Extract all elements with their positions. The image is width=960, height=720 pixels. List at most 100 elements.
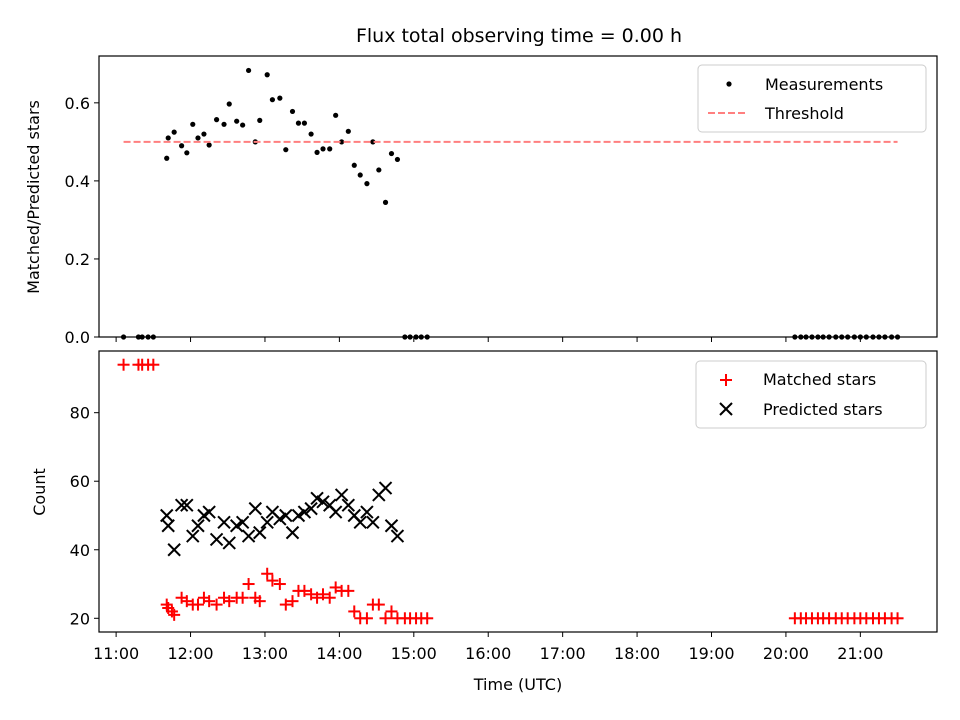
measurement-point xyxy=(320,146,326,152)
ratio-axes-frame xyxy=(98,55,938,338)
measurement-point xyxy=(195,135,201,141)
measurement-point xyxy=(308,131,314,137)
count-x-tick-label: 15:00 xyxy=(391,644,437,663)
measurement-point xyxy=(388,150,395,157)
count-y-axis-label: Count xyxy=(30,468,49,516)
measurement-point xyxy=(240,122,246,128)
matched-star-point xyxy=(253,595,266,608)
measurement-point xyxy=(351,162,357,168)
ratio-y-ticks: 0.0 0.2 0.4 0.6 xyxy=(65,94,99,347)
measurement-point xyxy=(289,108,296,115)
predicted-star-point xyxy=(297,505,312,519)
matched-star-point xyxy=(210,598,223,611)
measurement-point xyxy=(184,150,190,156)
matched-star-point xyxy=(223,595,236,608)
matched-star-point xyxy=(203,595,216,608)
count-y-tick-label: 60 xyxy=(70,472,90,491)
measurement-point xyxy=(269,97,276,103)
legend-label-matched: Matched stars xyxy=(763,370,876,389)
matched-star-point xyxy=(421,612,434,625)
count-y-tick-label: 20 xyxy=(70,609,90,628)
measurement-point xyxy=(165,135,171,141)
predicted-star-point xyxy=(378,481,393,495)
count-x-tick-label: 13:00 xyxy=(242,644,288,663)
measurement-point xyxy=(345,128,351,134)
measurement-point xyxy=(245,67,252,74)
predicted-star-point xyxy=(390,529,405,543)
measurement-point xyxy=(283,147,289,153)
measurement-point xyxy=(314,149,320,155)
measurement-point xyxy=(264,72,270,78)
predicted-star-point xyxy=(161,519,175,533)
chart-title: Flux total observing time = 0.00 h xyxy=(356,25,682,47)
matched-star-point xyxy=(379,612,392,625)
matched-stars-points xyxy=(117,358,904,625)
measurement-point xyxy=(201,131,207,137)
ratio-y-tick-label: 0.6 xyxy=(65,94,90,113)
matched-star-point xyxy=(273,578,286,591)
measurement-point xyxy=(370,139,376,145)
legend-label-measurements: Measurements xyxy=(765,75,883,94)
count-x-tick-label: 14:00 xyxy=(316,644,362,663)
ratio-y-tick-label: 0.2 xyxy=(65,250,90,269)
measurement-point xyxy=(206,142,212,148)
count-x-tick-label: 18:00 xyxy=(614,644,660,663)
matched-star-point xyxy=(191,598,204,611)
measurement-point xyxy=(394,156,401,163)
matched-star-point xyxy=(317,588,330,601)
predicted-star-point xyxy=(202,505,216,519)
measurement-point xyxy=(277,95,283,101)
matched-star-point xyxy=(360,612,373,625)
count-x-tick-label: 12:00 xyxy=(167,644,213,663)
measurement-point xyxy=(357,172,363,178)
predicted-star-point xyxy=(360,505,374,519)
count-y-ticks: 20 40 60 80 xyxy=(70,404,99,628)
ratio-legend-box xyxy=(697,64,927,133)
matched-star-point xyxy=(286,595,299,608)
count-y-tick-label: 40 xyxy=(70,541,90,560)
measurement-point xyxy=(339,139,345,145)
measurement-point xyxy=(234,118,240,124)
measurement-point xyxy=(376,167,382,173)
measurement-point xyxy=(179,143,185,149)
predicted-star-point xyxy=(180,498,194,512)
measurement-point xyxy=(213,117,220,123)
matched-star-point xyxy=(372,598,385,611)
matched-star-point xyxy=(279,598,292,611)
measurement-point xyxy=(333,112,339,118)
count-x-ticks: 11:00 12:00 13:00 14:00 15:00 16:00 17:00 18:00… xyxy=(93,632,883,663)
matched-star-point xyxy=(261,567,274,580)
predicted-star-point xyxy=(316,495,330,509)
count-axes-frame xyxy=(98,350,938,633)
predicted-star-point xyxy=(191,519,205,533)
predicted-star-point xyxy=(241,529,256,543)
legend-marker-measurements xyxy=(726,81,732,87)
measurement-point xyxy=(327,146,333,152)
predicted-star-point xyxy=(341,498,356,512)
measurement-point xyxy=(257,117,263,123)
legend-marker-predicted xyxy=(719,402,733,416)
predicted-star-point xyxy=(222,536,236,550)
measurement-point xyxy=(295,120,302,126)
measurement-point xyxy=(171,129,177,135)
count-y-tick-label: 80 xyxy=(70,404,90,423)
predicted-star-point xyxy=(285,525,300,540)
predicted-star-point xyxy=(304,501,318,516)
predicted-star-point xyxy=(186,529,200,543)
predicted-star-point xyxy=(167,543,181,557)
measurement-point xyxy=(301,120,308,126)
predicted-star-point xyxy=(384,519,399,533)
ratio-y-tick-label: 0.0 xyxy=(65,328,90,347)
count-x-tick-label: 21:00 xyxy=(837,644,883,663)
predicted-star-point xyxy=(217,515,231,530)
predicted-star-point xyxy=(209,532,224,547)
legend-label-threshold: Threshold xyxy=(764,104,844,123)
measurement-point xyxy=(164,155,170,161)
count-legend-box xyxy=(695,360,927,429)
count-legend: Matched stars Predicted stars xyxy=(695,360,927,429)
predicted-star-point xyxy=(235,515,250,530)
measurement-point xyxy=(364,181,370,187)
legend-marker-matched xyxy=(720,374,732,386)
measurement-point xyxy=(190,121,196,127)
